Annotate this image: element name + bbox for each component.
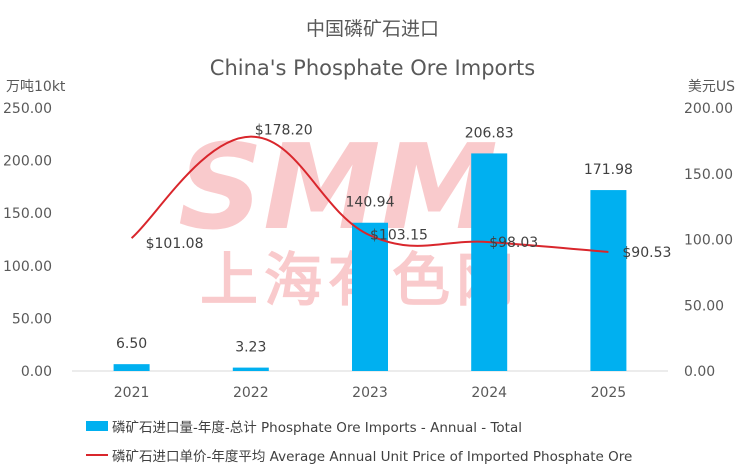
bar	[352, 222, 388, 371]
legend-item-line: 磷矿石进口单价-年度平均 Average Annual Unit Price o…	[86, 445, 632, 465]
y-tick-label: 100.00	[3, 259, 52, 275]
left-axis-unit: 万吨10kt	[6, 79, 66, 95]
y2-tick-label: 150.00	[684, 167, 733, 183]
bar	[590, 190, 627, 371]
bar	[232, 367, 269, 371]
y2-tick-label: 200.00	[684, 101, 733, 117]
y-tick-label: 50.00	[12, 311, 52, 327]
line-data-label: $103.15	[370, 227, 428, 243]
x-tick-label: 2023	[352, 385, 388, 401]
x-tick-label: 2021	[114, 385, 150, 401]
svg-text:SMM: SMM	[178, 118, 498, 256]
legend-item-bars: 磷矿石进口量-年度-总计 Phosphate Ore Imports - Ann…	[86, 416, 522, 436]
chart-title: 中国磷矿石进口	[305, 18, 439, 40]
x-tick-label: 2024	[471, 385, 507, 401]
legend-bar-swatch	[86, 421, 108, 431]
bar-data-label: 3.23	[235, 340, 266, 356]
bar	[471, 153, 508, 371]
bar-data-label: 140.94	[346, 195, 395, 211]
y-tick-label: 250.00	[3, 101, 52, 117]
y2-tick-label: 50.00	[684, 298, 724, 314]
x-tick-label: 2022	[233, 385, 269, 401]
line-data-label: $101.08	[146, 236, 204, 252]
legend-label-line: 磷矿石进口单价-年度平均 Average Annual Unit Price o…	[112, 449, 633, 465]
y-tick-label: 200.00	[3, 154, 52, 170]
y-tick-label: 150.00	[3, 206, 52, 222]
right-axis-unit: 美元US	[687, 79, 735, 95]
line-data-label: $90.53	[622, 245, 671, 261]
watermark-logo: SMM 上海有色网	[178, 118, 514, 314]
x-tick-label: 2025	[591, 385, 627, 401]
line-data-label: $178.20	[255, 123, 313, 139]
bar	[113, 364, 150, 371]
bar-data-label: 6.50	[116, 336, 147, 352]
y-tick-label: 0.00	[21, 364, 52, 380]
bar-data-label: 171.98	[584, 162, 633, 178]
chart-subtitle: China's Phosphate Ore Imports	[209, 56, 536, 80]
bar-data-label: 206.83	[465, 125, 514, 141]
legend-label-bars: 磷矿石进口量-年度-总计 Phosphate Ore Imports - Ann…	[112, 420, 522, 436]
legend-line-swatch	[86, 454, 108, 456]
line-data-label: $98.03	[489, 235, 538, 251]
y2-tick-label: 0.00	[684, 364, 715, 380]
price-line	[130, 135, 609, 253]
y2-tick-label: 100.00	[684, 233, 733, 249]
